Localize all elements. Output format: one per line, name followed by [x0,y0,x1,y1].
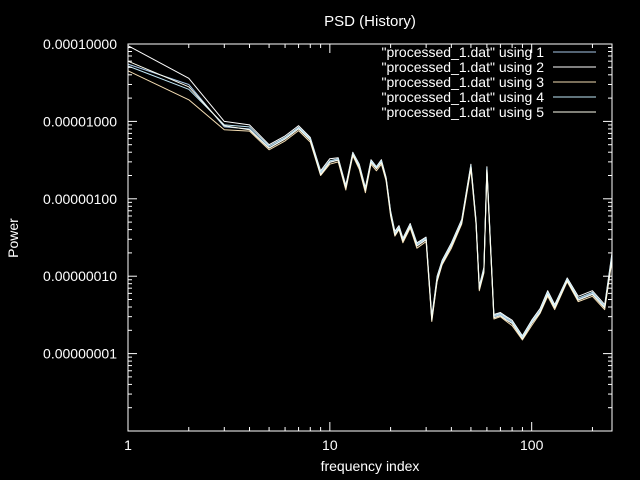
series-line-3 [127,70,613,341]
x-tick-label: 100 [520,437,544,453]
legend-label-3: "processed_1.dat" using 3 [382,74,545,90]
legend-label-2: "processed_1.dat" using 2 [382,59,545,75]
series-group [127,45,613,341]
y-axis-label: Power [5,218,21,258]
x-tick-label: 1 [124,437,132,453]
y-tick-label: 0.00001000 [43,113,117,129]
y-tick-label: 0.00000100 [43,191,117,207]
legend-label-4: "processed_1.dat" using 4 [382,89,545,105]
plot-frame [127,43,613,432]
y-tick-label: 0.00000010 [43,268,117,284]
chart-title: PSD (History) [324,13,416,30]
series-line-5 [127,60,613,340]
ticks-group: 0.00010000 0.00001000 0.00000100 0.00000010… [43,36,612,453]
series-line-4 [127,65,613,338]
chart-legend: "processed_1.dat" using 1"processed_1.da… [382,44,596,120]
legend-label-1: "processed_1.dat" using 1 [382,44,545,60]
y-tick-label: 0.00000001 [43,346,117,362]
legend-label-5: "processed_1.dat" using 5 [382,104,545,120]
series-line-2 [127,45,613,337]
x-axis-label: frequency index [321,458,420,474]
x-tick-label: 10 [322,437,338,453]
y-tick-label: 0.00010000 [43,36,117,52]
